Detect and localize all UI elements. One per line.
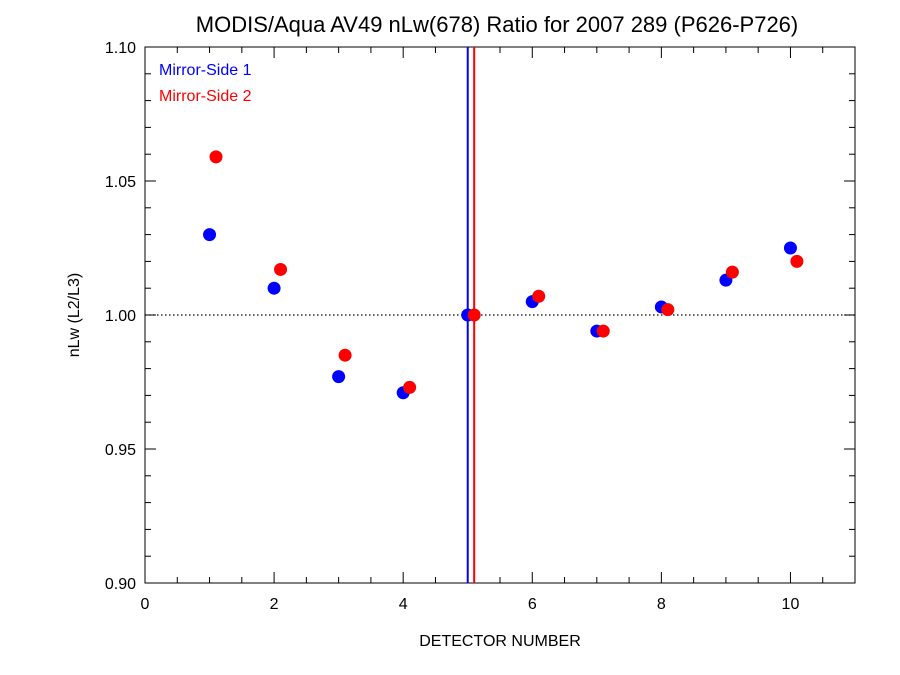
y-axis-label: nLw (L2/L3)	[66, 273, 83, 358]
data-point	[596, 324, 610, 338]
x-tick-label: 10	[782, 596, 800, 613]
legend-entry: Mirror-Side 1	[159, 62, 252, 79]
data-point	[209, 150, 223, 164]
y-tick-label: 1.10	[105, 40, 136, 57]
data-point	[725, 265, 739, 279]
data-point	[467, 308, 481, 322]
y-tick-label: 1.05	[105, 174, 136, 191]
x-axis-label: DETECTOR NUMBER	[419, 633, 581, 650]
x-tick-label: 0	[141, 596, 150, 613]
x-tick-label: 8	[657, 596, 666, 613]
legend-entry: Mirror-Side 2	[159, 88, 252, 105]
y-tick-label: 0.95	[105, 442, 136, 459]
y-tick-label: 0.90	[105, 576, 136, 593]
plot-frame	[144, 46, 856, 584]
x-tick-label: 6	[528, 596, 537, 613]
chart-title: MODIS/Aqua AV49 nLw(678) Ratio for 2007 …	[196, 12, 799, 37]
data-point	[203, 228, 217, 242]
data-point	[783, 241, 797, 255]
data-point	[267, 281, 281, 295]
x-tick-label: 4	[399, 596, 408, 613]
data-point	[661, 303, 675, 317]
series-2	[209, 150, 804, 394]
x-tick-label: 2	[270, 596, 279, 613]
data-point	[274, 262, 288, 276]
series-1	[203, 228, 797, 400]
data-point	[403, 380, 417, 394]
data-point	[332, 370, 346, 384]
y-tick-label: 1.00	[105, 308, 136, 325]
data-point	[532, 289, 546, 303]
data-point	[790, 254, 804, 268]
data-point	[338, 348, 352, 362]
